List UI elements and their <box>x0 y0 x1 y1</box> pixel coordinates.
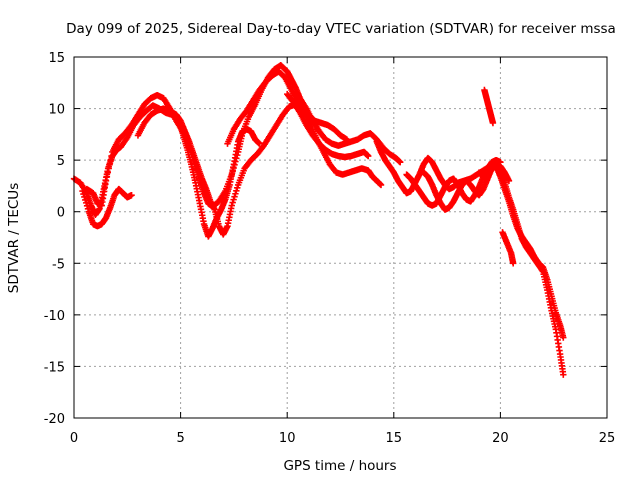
x-tick-label: 25 <box>599 431 616 446</box>
data-point <box>128 192 135 199</box>
y-tick-label: 5 <box>57 154 65 169</box>
data-point <box>377 181 385 189</box>
data-point <box>228 202 235 209</box>
x-axis-label: GPS time / hours <box>283 458 396 474</box>
series-track-6 <box>284 90 372 161</box>
y-tick-label: -20 <box>44 412 65 427</box>
axis-ticks: 0 5 10 15 20 25 -20 -15 -10 -5 0 5 10 15 <box>44 51 616 446</box>
data-point <box>233 155 240 162</box>
data-point <box>81 193 88 201</box>
plot-frame <box>73 56 608 419</box>
data-point <box>82 199 90 207</box>
data-point <box>83 202 91 210</box>
series-track-12 <box>499 229 517 267</box>
grid <box>74 57 607 418</box>
series-track-11 <box>481 86 497 127</box>
data-point <box>80 190 87 198</box>
data-point <box>232 190 239 197</box>
data-point <box>105 165 112 172</box>
series-track-4 <box>134 101 351 238</box>
x-tick-label: 20 <box>492 431 509 446</box>
data-point <box>343 136 351 143</box>
series-track-5 <box>224 68 385 189</box>
data-point <box>230 196 237 203</box>
data-point <box>84 205 92 212</box>
data-point <box>228 171 235 178</box>
data-point <box>108 152 115 160</box>
data-point <box>233 187 240 194</box>
x-tick-label: 15 <box>386 431 403 446</box>
y-tick-label: 15 <box>48 51 65 66</box>
data-point <box>234 151 241 159</box>
data-point <box>103 173 111 180</box>
data-point <box>234 184 241 192</box>
data-point <box>106 161 113 168</box>
series-track-2 <box>83 62 404 210</box>
data-point <box>230 164 237 172</box>
y-axis-label: SDTVAR / TECUs <box>6 183 22 293</box>
series-track-10 <box>475 163 567 341</box>
chart-title: Day 099 of 2025, Sidereal Day-to-day VTE… <box>66 21 616 37</box>
data-point <box>489 119 497 127</box>
series-track-3 <box>79 185 135 230</box>
data-point <box>231 193 238 200</box>
data-point <box>560 334 567 341</box>
data-point <box>107 156 114 164</box>
data-point <box>231 161 238 169</box>
data-point <box>82 196 89 204</box>
y-tick-label: 10 <box>48 103 65 118</box>
data-point <box>104 169 112 176</box>
y-tick-label: 0 <box>57 206 65 221</box>
data-point <box>229 199 236 206</box>
data-points <box>70 62 567 378</box>
x-tick-label: 0 <box>70 431 78 446</box>
y-tick-label: -15 <box>44 360 65 375</box>
data-point <box>560 371 567 378</box>
data-point <box>509 260 517 267</box>
data-point <box>102 177 110 184</box>
x-tick-label: 10 <box>279 431 296 446</box>
data-point <box>396 159 404 166</box>
y-tick-label: -10 <box>44 309 65 324</box>
y-tick-label: -5 <box>52 257 65 272</box>
data-point <box>232 158 239 165</box>
data-point <box>229 168 236 175</box>
data-point <box>365 152 372 160</box>
data-point <box>79 187 86 195</box>
x-tick-label: 5 <box>176 431 184 446</box>
